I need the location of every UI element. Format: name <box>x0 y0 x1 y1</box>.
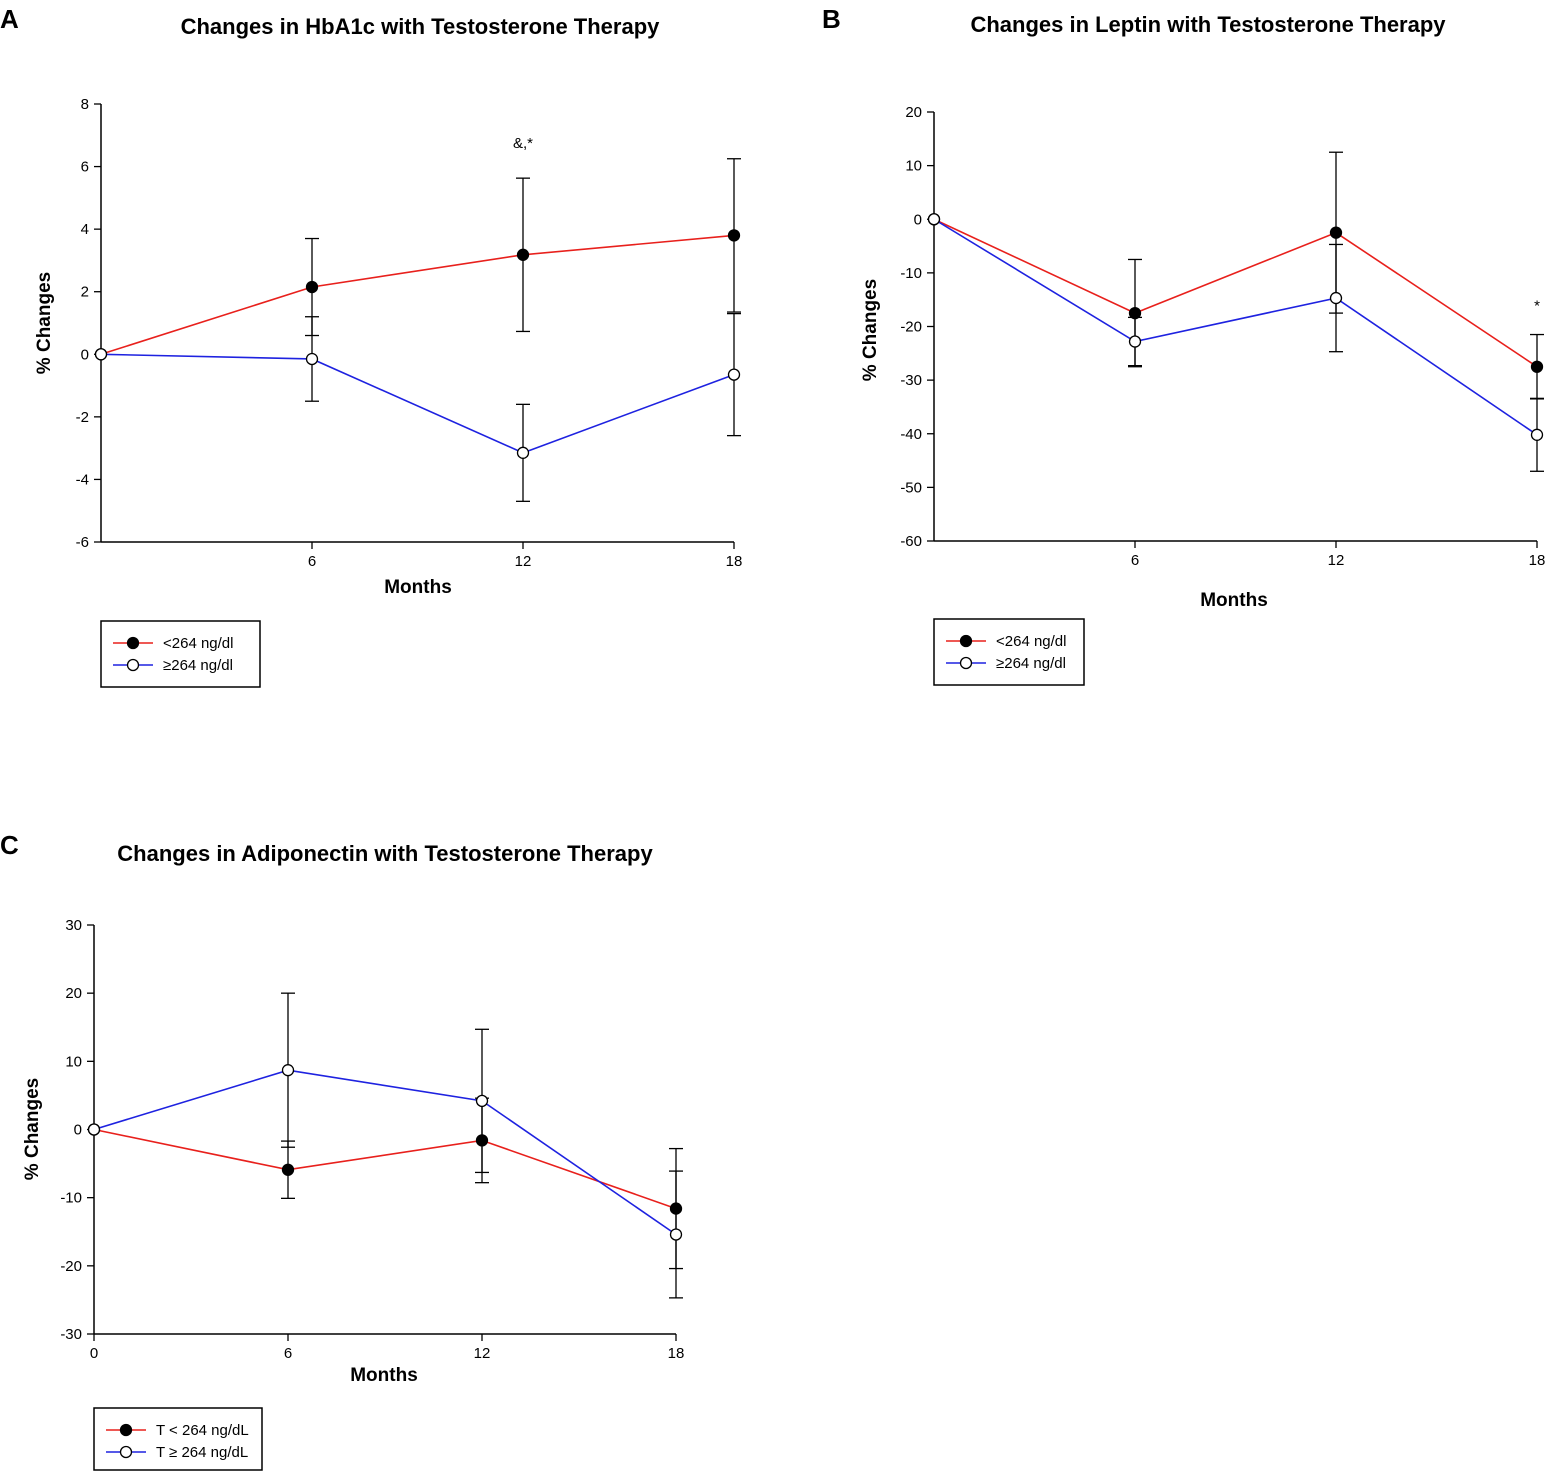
x-tick-label: 18 <box>668 1345 685 1362</box>
y-tick-label: -40 <box>900 426 922 443</box>
x-axis-label: Months <box>350 1365 418 1386</box>
series-line-1 <box>93 1128 677 1210</box>
chart-adiponectin: Changes in Adiponectin with Testosterone… <box>22 841 685 1471</box>
y-tick-label: 2 <box>81 284 89 301</box>
data-point-2 <box>475 1094 489 1108</box>
legend-label-2: ≥264 ng/dl <box>996 655 1066 672</box>
data-point-1 <box>475 1134 489 1147</box>
chart-title: Changes in Adiponectin with Testosterone… <box>117 841 653 866</box>
x-tick-label: 12 <box>1328 552 1345 569</box>
panel-letter-b: B <box>822 4 841 34</box>
data-point-2 <box>281 1064 295 1077</box>
legend-label-1: <264 ng/dl <box>996 633 1066 650</box>
data-point-2 <box>87 1123 101 1136</box>
panel-letter-c: C <box>0 830 19 860</box>
y-tick-label: -20 <box>60 1258 82 1275</box>
x-axis-label: Months <box>384 577 452 598</box>
legend-marker-2 <box>959 656 973 670</box>
data-point-1 <box>669 1202 683 1215</box>
series-line-1 <box>100 234 735 356</box>
y-tick-label: 4 <box>81 221 89 238</box>
legend-marker-2 <box>119 1445 133 1459</box>
panel-letter-a: A <box>0 4 19 34</box>
x-tick-label: 6 <box>1131 552 1139 569</box>
y-axis-label: % Changes <box>22 1078 43 1180</box>
data-point-1 <box>305 280 319 294</box>
x-tick-label: 0 <box>90 1345 98 1362</box>
y-tick-label: -30 <box>900 372 922 389</box>
series-line-2 <box>93 1069 677 1236</box>
y-axis-label: % Changes <box>34 272 55 374</box>
data-point-2 <box>305 352 319 366</box>
legend-box <box>100 620 261 688</box>
data-point-1 <box>1329 226 1343 239</box>
chart-title: Changes in Leptin with Testosterone Ther… <box>970 12 1446 37</box>
x-tick-label: 18 <box>1529 552 1546 569</box>
y-tick-label: 0 <box>81 346 89 363</box>
y-tick-label: -10 <box>60 1190 82 1207</box>
legend-box <box>93 1407 263 1471</box>
y-tick-label: 8 <box>81 96 89 113</box>
legend-marker-2 <box>126 658 140 672</box>
y-tick-label: 20 <box>65 985 82 1002</box>
significance-annotation: * <box>1534 297 1540 314</box>
y-tick-label: 0 <box>74 1122 82 1139</box>
x-axis-label: Months <box>1200 590 1268 611</box>
x-tick-label: 6 <box>308 553 316 570</box>
y-tick-label: -2 <box>76 409 89 426</box>
data-point-1 <box>516 248 530 261</box>
chart-title: Changes in HbA1c with Testosterone Thera… <box>181 14 661 39</box>
data-point-1 <box>1128 306 1142 320</box>
legend-label-2: T ≥ 264 ng/dL <box>156 1444 248 1461</box>
data-point-1 <box>281 1163 295 1176</box>
chart-panel-b: Changes in Leptin with Testosterone Ther… <box>800 0 1548 725</box>
chart-leptin: Changes in Leptin with Testosterone Ther… <box>860 12 1546 686</box>
y-tick-label: -20 <box>900 319 922 336</box>
data-point-1 <box>1530 360 1544 373</box>
y-tick-label: -60 <box>900 533 922 550</box>
data-point-1 <box>727 229 741 242</box>
x-tick-label: 18 <box>726 553 743 570</box>
legend-marker-1 <box>119 1423 133 1437</box>
data-point-2 <box>94 348 108 361</box>
y-tick-label: 20 <box>905 104 922 121</box>
significance-annotation: &,* <box>513 135 533 152</box>
x-tick-label: 6 <box>284 1345 292 1362</box>
y-tick-label: 10 <box>65 1053 82 1070</box>
data-point-2 <box>1128 335 1142 348</box>
y-tick-label: -50 <box>900 479 922 496</box>
y-tick-label: 0 <box>914 211 922 228</box>
series-line-2 <box>100 353 735 454</box>
y-tick-label: 6 <box>81 159 89 176</box>
y-tick-label: 30 <box>65 917 82 934</box>
legend-label-1: T < 264 ng/dL <box>156 1422 249 1439</box>
data-point-2 <box>1329 291 1343 305</box>
y-tick-label: -30 <box>60 1326 82 1343</box>
data-point-2 <box>1530 428 1544 441</box>
chart-panel-c: Changes in Adiponectin with Testosterone… <box>0 820 800 1477</box>
y-tick-label: 10 <box>905 158 922 175</box>
legend-label-1: <264 ng/dl <box>163 635 233 652</box>
y-axis-label: % Changes <box>860 279 881 381</box>
series-line-2 <box>933 218 1538 436</box>
legend-box <box>933 618 1085 686</box>
y-tick-label: -10 <box>900 265 922 282</box>
data-point-2 <box>669 1228 683 1241</box>
x-tick-label: 12 <box>474 1345 491 1362</box>
data-point-2 <box>727 368 741 381</box>
legend-marker-1 <box>959 634 973 648</box>
chart-hba1c: Changes in HbA1c with Testosterone Thera… <box>34 14 743 688</box>
y-tick-label: -4 <box>76 471 89 488</box>
legend-label-2: ≥264 ng/dl <box>163 657 233 674</box>
x-tick-label: 12 <box>515 553 532 570</box>
chart-panel-a: Changes in HbA1c with Testosterone Thera… <box>0 0 800 725</box>
series-line-1 <box>933 218 1538 368</box>
y-tick-label: -6 <box>76 534 89 551</box>
data-point-2 <box>516 446 530 459</box>
data-point-2 <box>927 213 941 226</box>
legend-marker-1 <box>126 636 140 650</box>
